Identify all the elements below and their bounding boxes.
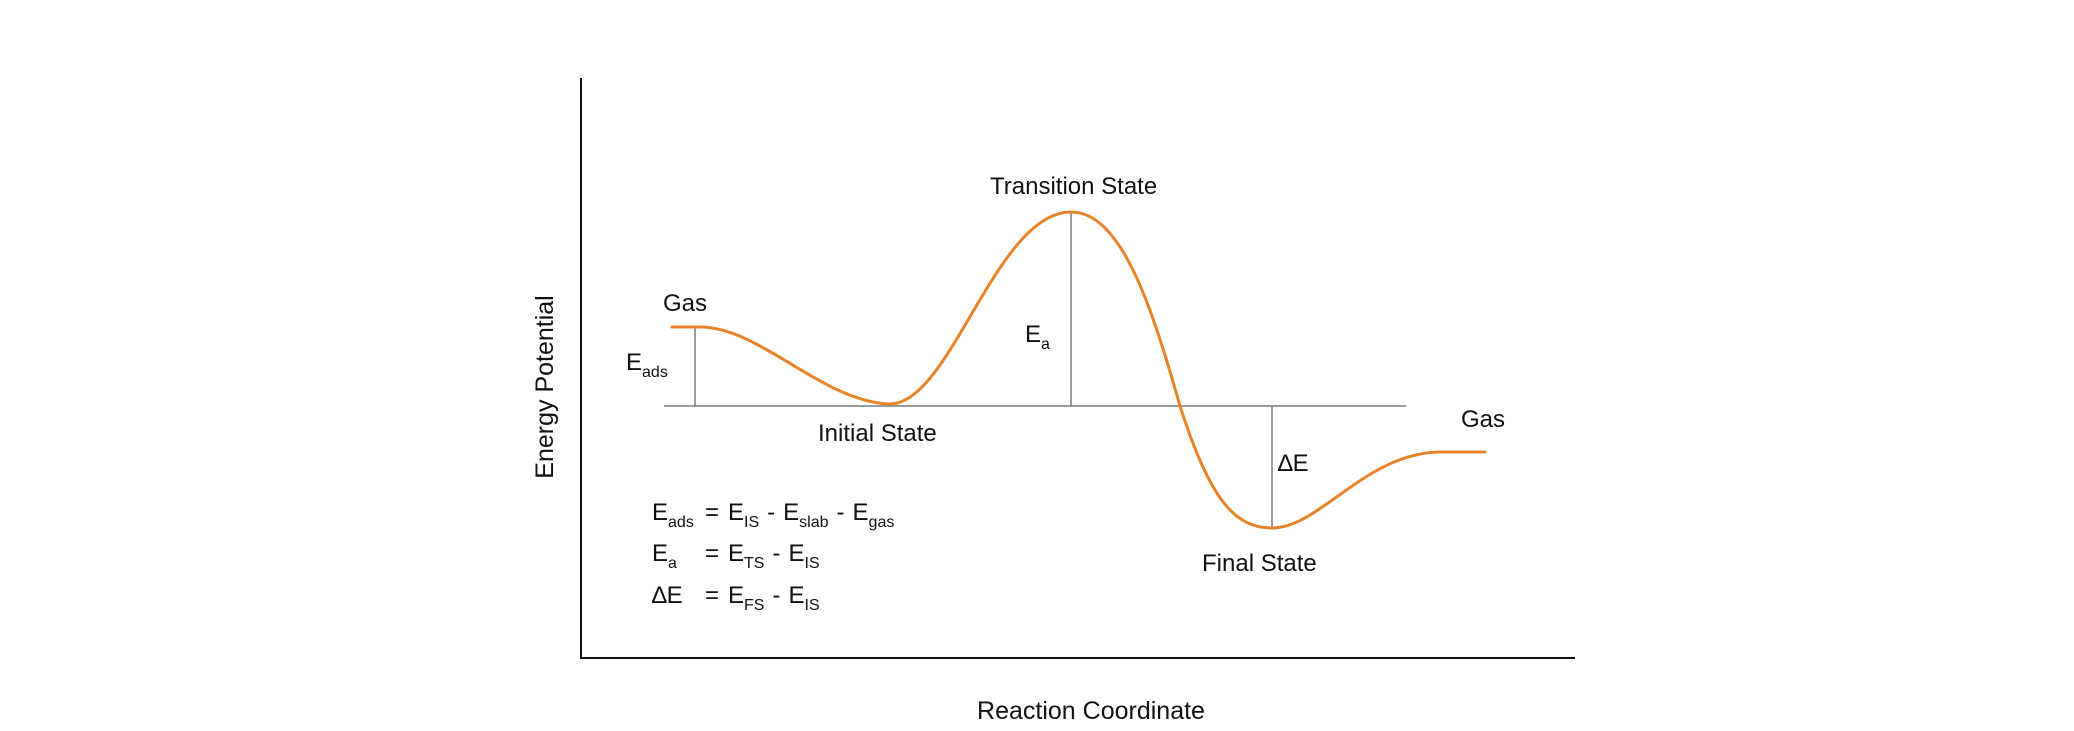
equation-2-term-2-base: E xyxy=(788,540,804,567)
equation-1-minus: - xyxy=(767,499,775,526)
equation-2-lhs-sub: a xyxy=(668,555,677,572)
equation-3-term-1-sub: FS xyxy=(744,597,764,614)
x-axis-label: Reaction Coordinate xyxy=(977,697,1205,725)
equation-1-term-3-sub: gas xyxy=(869,514,895,531)
equation-1-term-1-base: E xyxy=(728,499,744,526)
equation-3-term-1-base: E xyxy=(728,582,744,609)
equation-1-equals: = xyxy=(705,499,719,526)
delta-e-marker-label: ∆E xyxy=(1278,450,1309,477)
equation-3-term-2-sub: IS xyxy=(805,597,820,614)
equation-1-term-3-base: E xyxy=(853,499,869,526)
gas-left-label: Gas xyxy=(663,290,707,317)
e-a-marker-label: Ea xyxy=(1025,321,1050,353)
equation-1-term-2-base: E xyxy=(783,499,799,526)
equation-1-term-1-sub: IS xyxy=(744,514,759,531)
equation-2-term-1-sub: TS xyxy=(744,555,764,572)
equation-1-term-2-sub: slab xyxy=(799,514,828,531)
energy-curve xyxy=(670,210,1487,530)
equation-1-lhs-base: E xyxy=(652,499,668,526)
equation-2-equals: = xyxy=(705,540,719,567)
equation-3-term-2-base: E xyxy=(788,582,804,609)
initial-state-label: Initial State xyxy=(818,420,937,447)
equation-2-term-2-sub: IS xyxy=(805,555,820,572)
equation-3-equals: = xyxy=(705,582,719,609)
equation-3-minus: - xyxy=(772,582,780,609)
equation-2-lhs-base: E xyxy=(652,540,668,567)
e-ads-marker-label: Eads xyxy=(626,349,668,381)
transition-state-label: Transition State xyxy=(990,173,1157,200)
equation-2-minus: - xyxy=(772,540,780,567)
final-state-label: Final State xyxy=(1202,550,1317,577)
equation-1-lhs-sub: ads xyxy=(668,514,694,531)
equation-1-minus: - xyxy=(837,499,845,526)
equation-2-term-1-base: E xyxy=(728,540,744,567)
equation-3-lhs-base: ∆E xyxy=(652,582,683,609)
y-axis-label: Energy Potential xyxy=(531,295,559,478)
gas-right-label: Gas xyxy=(1461,406,1505,433)
